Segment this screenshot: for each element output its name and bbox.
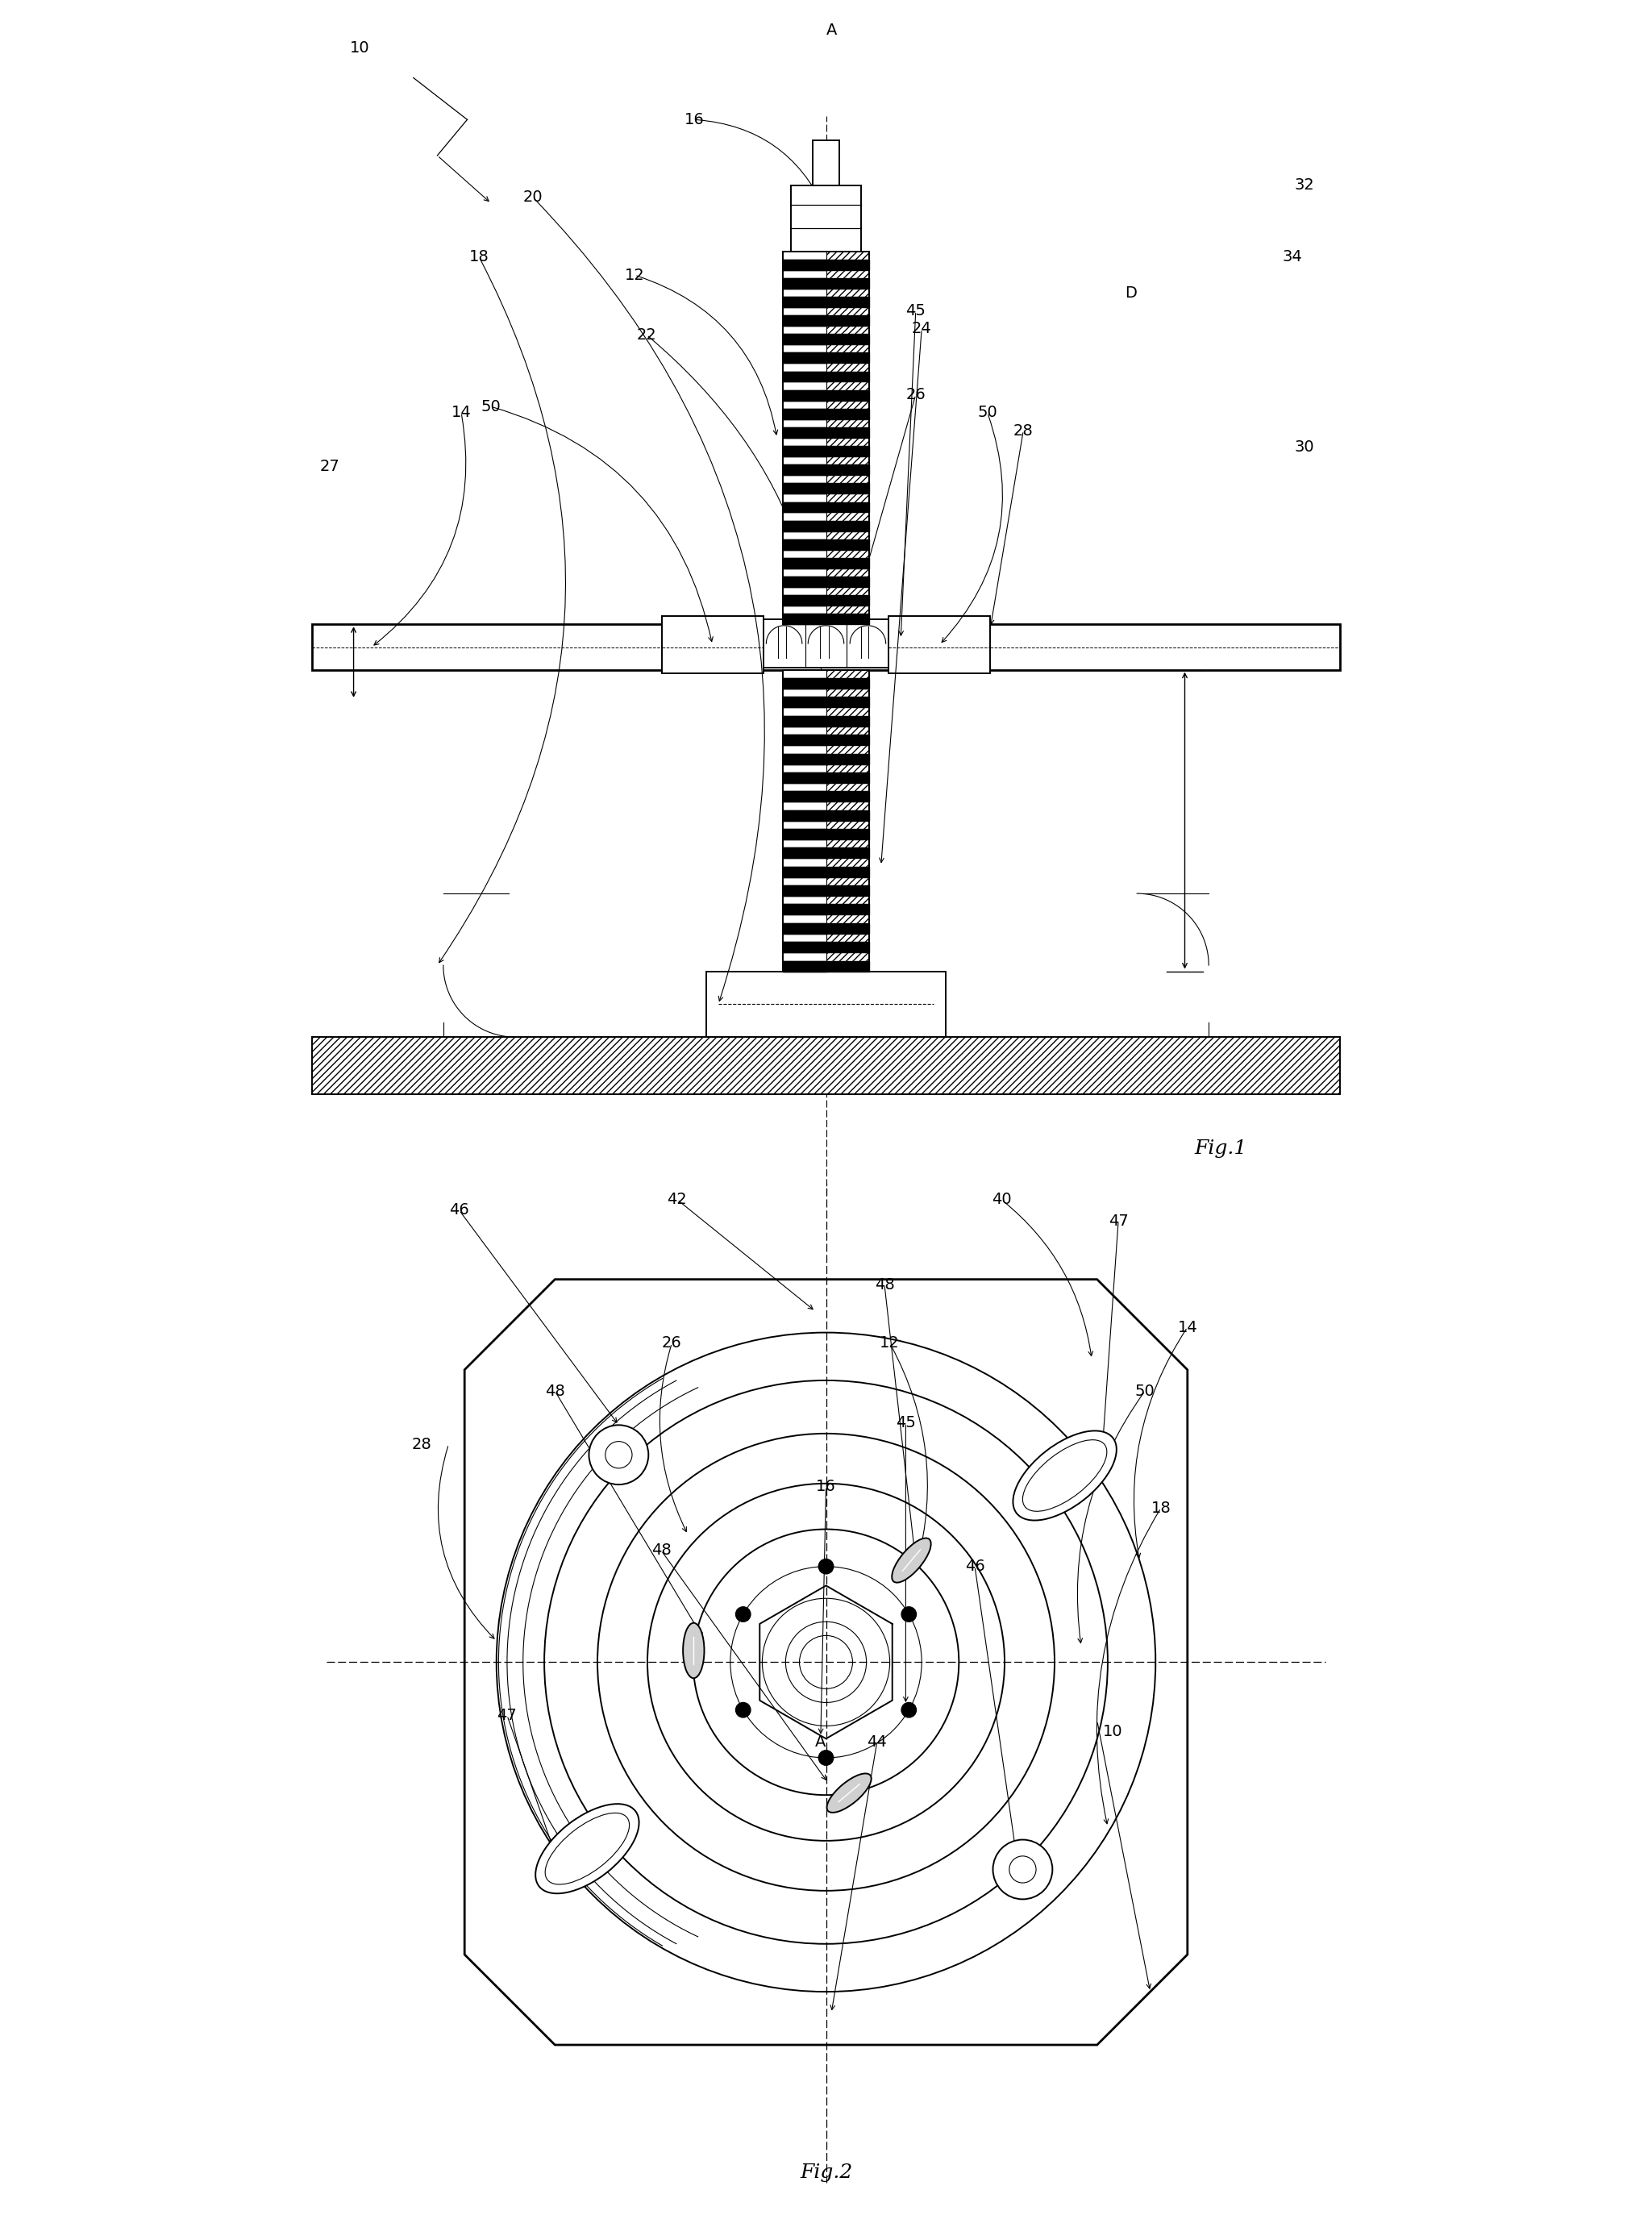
- Text: 47: 47: [497, 1708, 517, 1723]
- Ellipse shape: [682, 1624, 704, 1679]
- Bar: [791, 186, 861, 250]
- Text: 45: 45: [905, 303, 925, 319]
- Bar: [826, 250, 869, 625]
- Circle shape: [993, 1841, 1052, 1898]
- Text: Fig.1: Fig.1: [1194, 1139, 1247, 1158]
- Text: 28: 28: [1013, 423, 1032, 439]
- Text: 48: 48: [545, 1384, 565, 1398]
- Bar: [783, 669, 869, 970]
- Text: 48: 48: [874, 1278, 894, 1291]
- Circle shape: [735, 1606, 750, 1621]
- Text: 10: 10: [350, 40, 370, 55]
- Bar: [707, 970, 945, 1037]
- Text: A: A: [816, 1734, 826, 1750]
- Text: 50: 50: [1135, 1384, 1155, 1398]
- Text: 24: 24: [912, 321, 932, 337]
- Text: 12: 12: [881, 1336, 900, 1351]
- Text: 22: 22: [636, 328, 656, 343]
- Text: 42: 42: [667, 1192, 687, 1207]
- Text: 16: 16: [816, 1480, 836, 1495]
- Text: 20: 20: [524, 190, 544, 206]
- Text: 10: 10: [1104, 1723, 1123, 1739]
- Text: 48: 48: [651, 1544, 671, 1557]
- Text: 26: 26: [662, 1336, 682, 1351]
- Polygon shape: [464, 1280, 1188, 2044]
- Bar: [312, 1037, 1340, 1094]
- Bar: [783, 250, 826, 625]
- Text: 50: 50: [481, 399, 501, 414]
- Text: A: A: [826, 22, 838, 38]
- Bar: [783, 250, 869, 625]
- Text: 32: 32: [1295, 177, 1315, 193]
- Text: 44: 44: [867, 1734, 887, 1750]
- Bar: [889, 616, 991, 673]
- Bar: [783, 669, 869, 970]
- Bar: [312, 1037, 1340, 1094]
- Ellipse shape: [535, 1803, 639, 1894]
- Ellipse shape: [828, 1774, 871, 1812]
- Circle shape: [735, 1703, 750, 1717]
- Text: 30: 30: [1295, 441, 1315, 454]
- Circle shape: [588, 1424, 649, 1484]
- Bar: [783, 669, 826, 970]
- Circle shape: [818, 1559, 834, 1575]
- Text: 14: 14: [1178, 1320, 1198, 1336]
- Circle shape: [818, 1750, 834, 1765]
- Text: 45: 45: [895, 1415, 915, 1431]
- Text: D: D: [1125, 286, 1137, 301]
- Text: 40: 40: [991, 1192, 1011, 1207]
- Text: 18: 18: [469, 250, 489, 266]
- Bar: [813, 140, 839, 186]
- Circle shape: [902, 1703, 917, 1717]
- Text: 26: 26: [905, 388, 925, 403]
- Bar: [312, 625, 1340, 669]
- Text: 47: 47: [1108, 1214, 1128, 1229]
- Bar: [783, 250, 869, 625]
- Circle shape: [902, 1606, 917, 1621]
- Text: 12: 12: [624, 268, 644, 284]
- Text: 18: 18: [1151, 1500, 1171, 1515]
- Text: 28: 28: [411, 1438, 433, 1451]
- Bar: [826, 669, 869, 970]
- Text: 16: 16: [684, 113, 704, 126]
- Text: 34: 34: [1282, 250, 1302, 266]
- Text: 46: 46: [449, 1203, 469, 1218]
- Text: 27: 27: [320, 459, 340, 474]
- Text: Fig.2: Fig.2: [800, 2164, 852, 2182]
- Text: 14: 14: [451, 405, 471, 421]
- Ellipse shape: [1013, 1431, 1117, 1519]
- Ellipse shape: [892, 1537, 932, 1582]
- Text: 50: 50: [978, 405, 998, 421]
- Bar: [763, 620, 889, 667]
- Text: 46: 46: [965, 1559, 985, 1575]
- Bar: [661, 616, 763, 673]
